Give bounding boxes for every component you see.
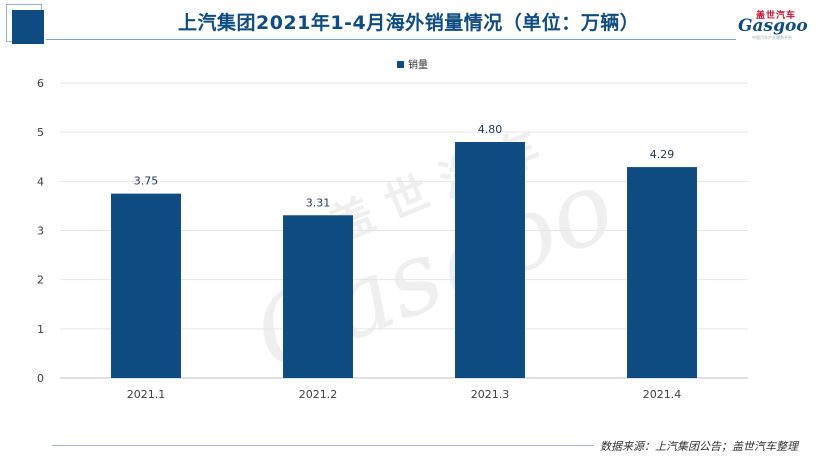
value-label: 3.75 [134,175,159,188]
logo-subtitle: 中国汽车产业服务平台 [752,35,792,40]
y-tick-label: 6 [37,77,44,90]
bar [455,142,525,378]
bar [111,193,181,378]
gasgoo-logo: 盖世汽车 Gasgoo 中国汽车产业服务平台 [738,8,814,42]
legend-label: 销量 [408,58,428,71]
bars [111,142,697,378]
footer-divider [52,445,746,446]
legend-swatch [397,61,404,68]
value-label: 4.29 [650,148,675,161]
logo-chinese-text: 盖世汽车 [756,11,797,21]
y-tick-label: 2 [37,274,44,287]
bar [627,167,697,378]
x-tick-label: 2021.1 [127,388,166,401]
logo-english-text: Gasgoo [738,16,808,36]
value-labels: 3.75 3.31 4.80 4.29 [134,123,675,209]
y-tick-label: 0 [37,372,44,385]
legend: 销量 [397,58,428,71]
y-axis-ticks: 0 1 2 3 4 5 6 [37,77,44,385]
value-label: 3.31 [306,196,331,209]
bar [283,215,353,378]
x-tick-label: 2021.3 [471,388,510,401]
chart-title: 上汽集团2021年1-4月海外销量情况（单位：万辆） [178,12,640,34]
y-tick-label: 4 [37,175,44,188]
value-label: 4.80 [478,123,503,136]
x-axis-ticks: 2021.1 2021.2 2021.3 2021.4 [127,388,682,401]
corner-decoration [12,10,44,44]
y-tick-label: 1 [37,323,44,336]
x-tick-label: 2021.2 [299,388,338,401]
y-tick-label: 3 [37,225,44,238]
y-tick-label: 5 [37,126,44,139]
title-divider [46,39,736,40]
data-source: 数据来源：上汽集团公告；盖世汽车整理 [594,438,798,454]
x-tick-label: 2021.4 [643,388,682,401]
